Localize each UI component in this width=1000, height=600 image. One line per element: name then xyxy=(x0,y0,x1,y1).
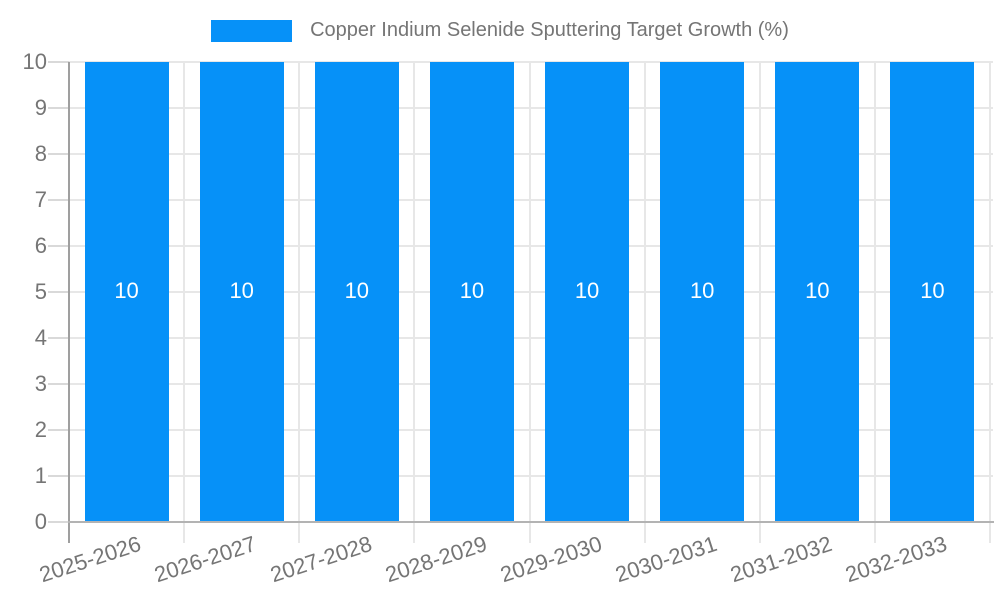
bar[interactable] xyxy=(890,62,975,522)
y-tick xyxy=(48,383,69,385)
legend[interactable]: Copper Indium Selenide Sputtering Target… xyxy=(0,19,1000,42)
x-tick-label: 2032-2033 xyxy=(842,531,951,588)
y-tick xyxy=(48,337,69,339)
x-boundary-line xyxy=(183,62,186,543)
y-gridline xyxy=(69,429,993,431)
bar-value-label: 10 xyxy=(114,278,139,303)
y-gridline xyxy=(69,107,993,109)
y-tick-label: 1 xyxy=(34,463,47,488)
x-boundary-line xyxy=(873,62,876,543)
bar[interactable] xyxy=(314,62,399,522)
x-tick-label: 2029-2030 xyxy=(496,531,605,588)
y-tick xyxy=(48,153,69,155)
bar[interactable] xyxy=(429,62,514,522)
bar-value-label: 10 xyxy=(689,278,715,303)
x-tick-label: 2025-2026 xyxy=(36,531,145,588)
y-tick xyxy=(48,475,69,477)
x-tick-label: 2028-2029 xyxy=(381,531,490,588)
x-tick-label: 2026-2027 xyxy=(151,531,260,588)
bar[interactable] xyxy=(660,62,745,522)
y-tick xyxy=(48,521,69,523)
y-gridline xyxy=(69,291,993,293)
y-gridline xyxy=(69,383,993,385)
x-boundary-line xyxy=(758,62,761,543)
y-tick-label: 9 xyxy=(34,95,47,120)
y-tick-label: 3 xyxy=(34,371,47,396)
y-tick xyxy=(48,245,69,247)
y-tick xyxy=(48,199,69,201)
bar-value-label: 10 xyxy=(574,278,600,303)
x-boundary-line xyxy=(643,62,646,543)
legend-label: Copper Indium Selenide Sputtering Target… xyxy=(310,19,789,41)
x-tick-label: 2030-2031 xyxy=(612,531,720,588)
y-tick-label: 0 xyxy=(34,509,47,534)
y-gridline xyxy=(69,337,993,339)
x-axis-line xyxy=(68,521,994,523)
x-tick-label: 2031-2032 xyxy=(727,531,836,588)
y-tick-label: 5 xyxy=(34,279,47,304)
bar-value-label: 10 xyxy=(229,278,254,303)
x-boundary-line xyxy=(989,62,991,543)
y-tick xyxy=(48,291,69,293)
y-gridline xyxy=(69,245,993,247)
y-gridline xyxy=(69,153,993,155)
y-tick-label: 8 xyxy=(34,141,47,166)
bar[interactable] xyxy=(199,62,284,522)
bar[interactable] xyxy=(84,62,169,522)
bar-value-label: 10 xyxy=(344,278,370,303)
x-tick-label: 2027-2028 xyxy=(266,531,375,588)
y-gridline xyxy=(69,475,993,477)
bar-value-label: 10 xyxy=(805,278,830,303)
x-boundary-line xyxy=(298,62,301,543)
bar-value-label: 10 xyxy=(920,278,945,303)
x-boundary-line xyxy=(413,62,416,543)
bar-value-label: 10 xyxy=(459,278,485,303)
y-tick-label: 6 xyxy=(34,233,47,258)
y-gridline xyxy=(69,199,993,201)
bar[interactable] xyxy=(545,62,630,522)
y-tick xyxy=(48,61,69,63)
y-tick-label: 2 xyxy=(34,417,47,442)
y-tick xyxy=(48,429,69,431)
y-gridline xyxy=(69,61,993,63)
legend-swatch xyxy=(211,19,293,42)
x-boundary-line xyxy=(528,62,531,543)
y-axis-line xyxy=(68,62,70,543)
y-tick-label: 10 xyxy=(22,49,47,74)
y-tick-label: 7 xyxy=(34,187,47,212)
y-tick xyxy=(48,107,69,109)
y-tick-label: 4 xyxy=(34,325,47,350)
bar[interactable] xyxy=(775,62,860,522)
